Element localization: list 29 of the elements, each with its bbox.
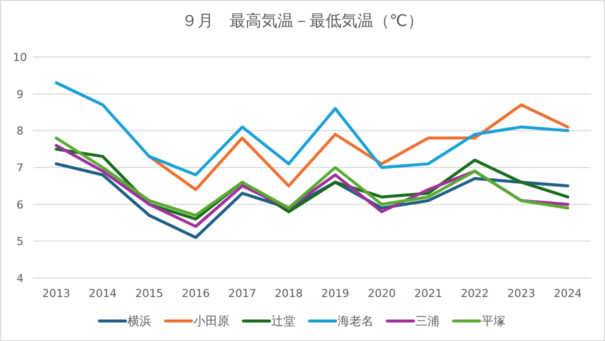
line-series xyxy=(54,81,570,176)
x-tick-label: 2018 xyxy=(274,287,303,300)
legend-label: 横浜 xyxy=(128,314,152,328)
legend-label: 平塚 xyxy=(482,314,506,328)
y-tick-label: 8 xyxy=(16,124,24,138)
y-tick-label: 5 xyxy=(16,235,24,248)
y-tick-label: 9 xyxy=(16,88,24,101)
y-tick-label: 10 xyxy=(13,51,27,64)
chart-title: ９月 最高気温－最低気温（℃） xyxy=(182,11,424,30)
x-tick-label: 2020 xyxy=(368,287,396,300)
x-tick-label: 2022 xyxy=(460,287,489,300)
legend-label: 辻堂 xyxy=(272,314,296,328)
x-tick-label: 2021 xyxy=(414,287,442,300)
x-tick-label: 2023 xyxy=(507,287,536,300)
x-tick-label: 2013 xyxy=(42,287,70,300)
legend-label: 小田原 xyxy=(194,314,230,328)
x-tick-label: 2017 xyxy=(228,287,256,300)
y-tick-label: 6 xyxy=(16,198,24,212)
x-tick-label: 2019 xyxy=(321,287,350,300)
x-tick-label: 2016 xyxy=(182,287,210,300)
x-tick-label: 2015 xyxy=(135,287,164,300)
legend-label: 海老名 xyxy=(338,314,374,328)
legend-label: 三浦 xyxy=(416,314,440,328)
line-series xyxy=(54,136,570,217)
x-tick-label: 2014 xyxy=(88,287,117,300)
y-tick-label: 7 xyxy=(16,162,24,174)
line-series xyxy=(148,103,570,192)
y-tick-label: 4 xyxy=(16,272,24,285)
x-tick-label: 2024 xyxy=(554,287,582,300)
